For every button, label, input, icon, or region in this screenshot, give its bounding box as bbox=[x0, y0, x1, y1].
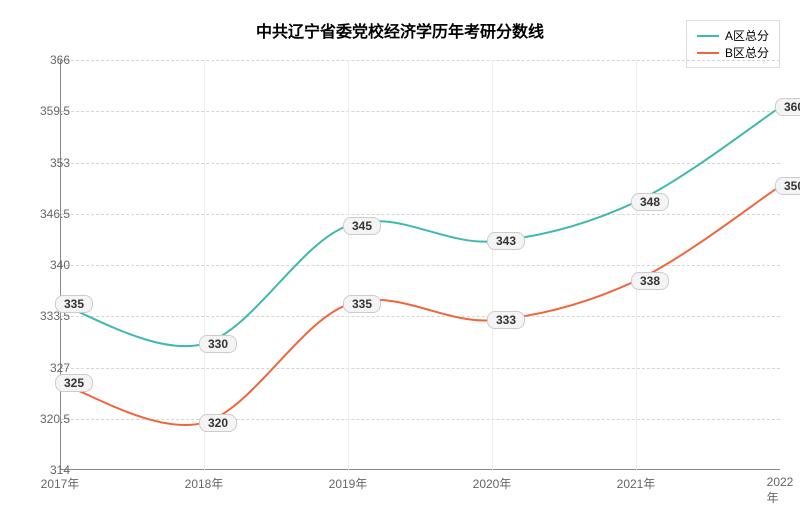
chart-container: 中共辽宁省委党校经济学历年考研分数线 A区总分B区总分 314320.53273… bbox=[0, 0, 800, 500]
x-axis-tick-label: 2022年 bbox=[767, 475, 794, 506]
y-axis-tick-label: 359.5 bbox=[40, 104, 70, 118]
x-axis-tick-label: 2018年 bbox=[185, 475, 224, 492]
data-point-label: 348 bbox=[631, 193, 669, 211]
grid-line-vertical bbox=[348, 60, 349, 470]
legend-label: B区总分 bbox=[725, 44, 769, 61]
x-axis-tick-label: 2021年 bbox=[617, 475, 656, 492]
y-axis-tick-label: 366 bbox=[50, 53, 70, 67]
legend-swatch bbox=[697, 52, 719, 54]
data-point-label: 335 bbox=[55, 295, 93, 313]
legend-item: A区总分 bbox=[697, 27, 769, 44]
data-point-label: 320 bbox=[199, 414, 237, 432]
series-line bbox=[60, 107, 780, 346]
x-axis-tick-label: 2020年 bbox=[473, 475, 512, 492]
data-point-label: 338 bbox=[631, 272, 669, 290]
y-axis-tick-label: 320.5 bbox=[40, 412, 70, 426]
y-axis-tick-label: 340 bbox=[50, 258, 70, 272]
grid-line-vertical bbox=[492, 60, 493, 470]
data-point-label: 330 bbox=[199, 335, 237, 353]
data-point-label: 360 bbox=[775, 98, 800, 116]
data-point-label: 325 bbox=[55, 374, 93, 392]
chart-title: 中共辽宁省委党校经济学历年考研分数线 bbox=[256, 18, 544, 42]
data-point-label: 345 bbox=[343, 217, 381, 235]
y-axis-tick-label: 327 bbox=[50, 361, 70, 375]
legend-swatch bbox=[697, 35, 719, 37]
grid-line-vertical bbox=[636, 60, 637, 470]
y-axis-tick-label: 346.5 bbox=[40, 207, 70, 221]
legend-label: A区总分 bbox=[725, 27, 769, 44]
x-axis-tick-label: 2017年 bbox=[41, 475, 80, 492]
data-point-label: 343 bbox=[487, 232, 525, 250]
legend-item: B区总分 bbox=[697, 44, 769, 61]
data-point-label: 350 bbox=[775, 177, 800, 195]
chart-lines-svg bbox=[60, 60, 780, 470]
data-point-label: 333 bbox=[487, 311, 525, 329]
series-line bbox=[60, 186, 780, 425]
grid-line-vertical bbox=[204, 60, 205, 470]
y-axis-tick-label: 353 bbox=[50, 156, 70, 170]
data-point-label: 335 bbox=[343, 295, 381, 313]
x-axis-tick-label: 2019年 bbox=[329, 475, 368, 492]
